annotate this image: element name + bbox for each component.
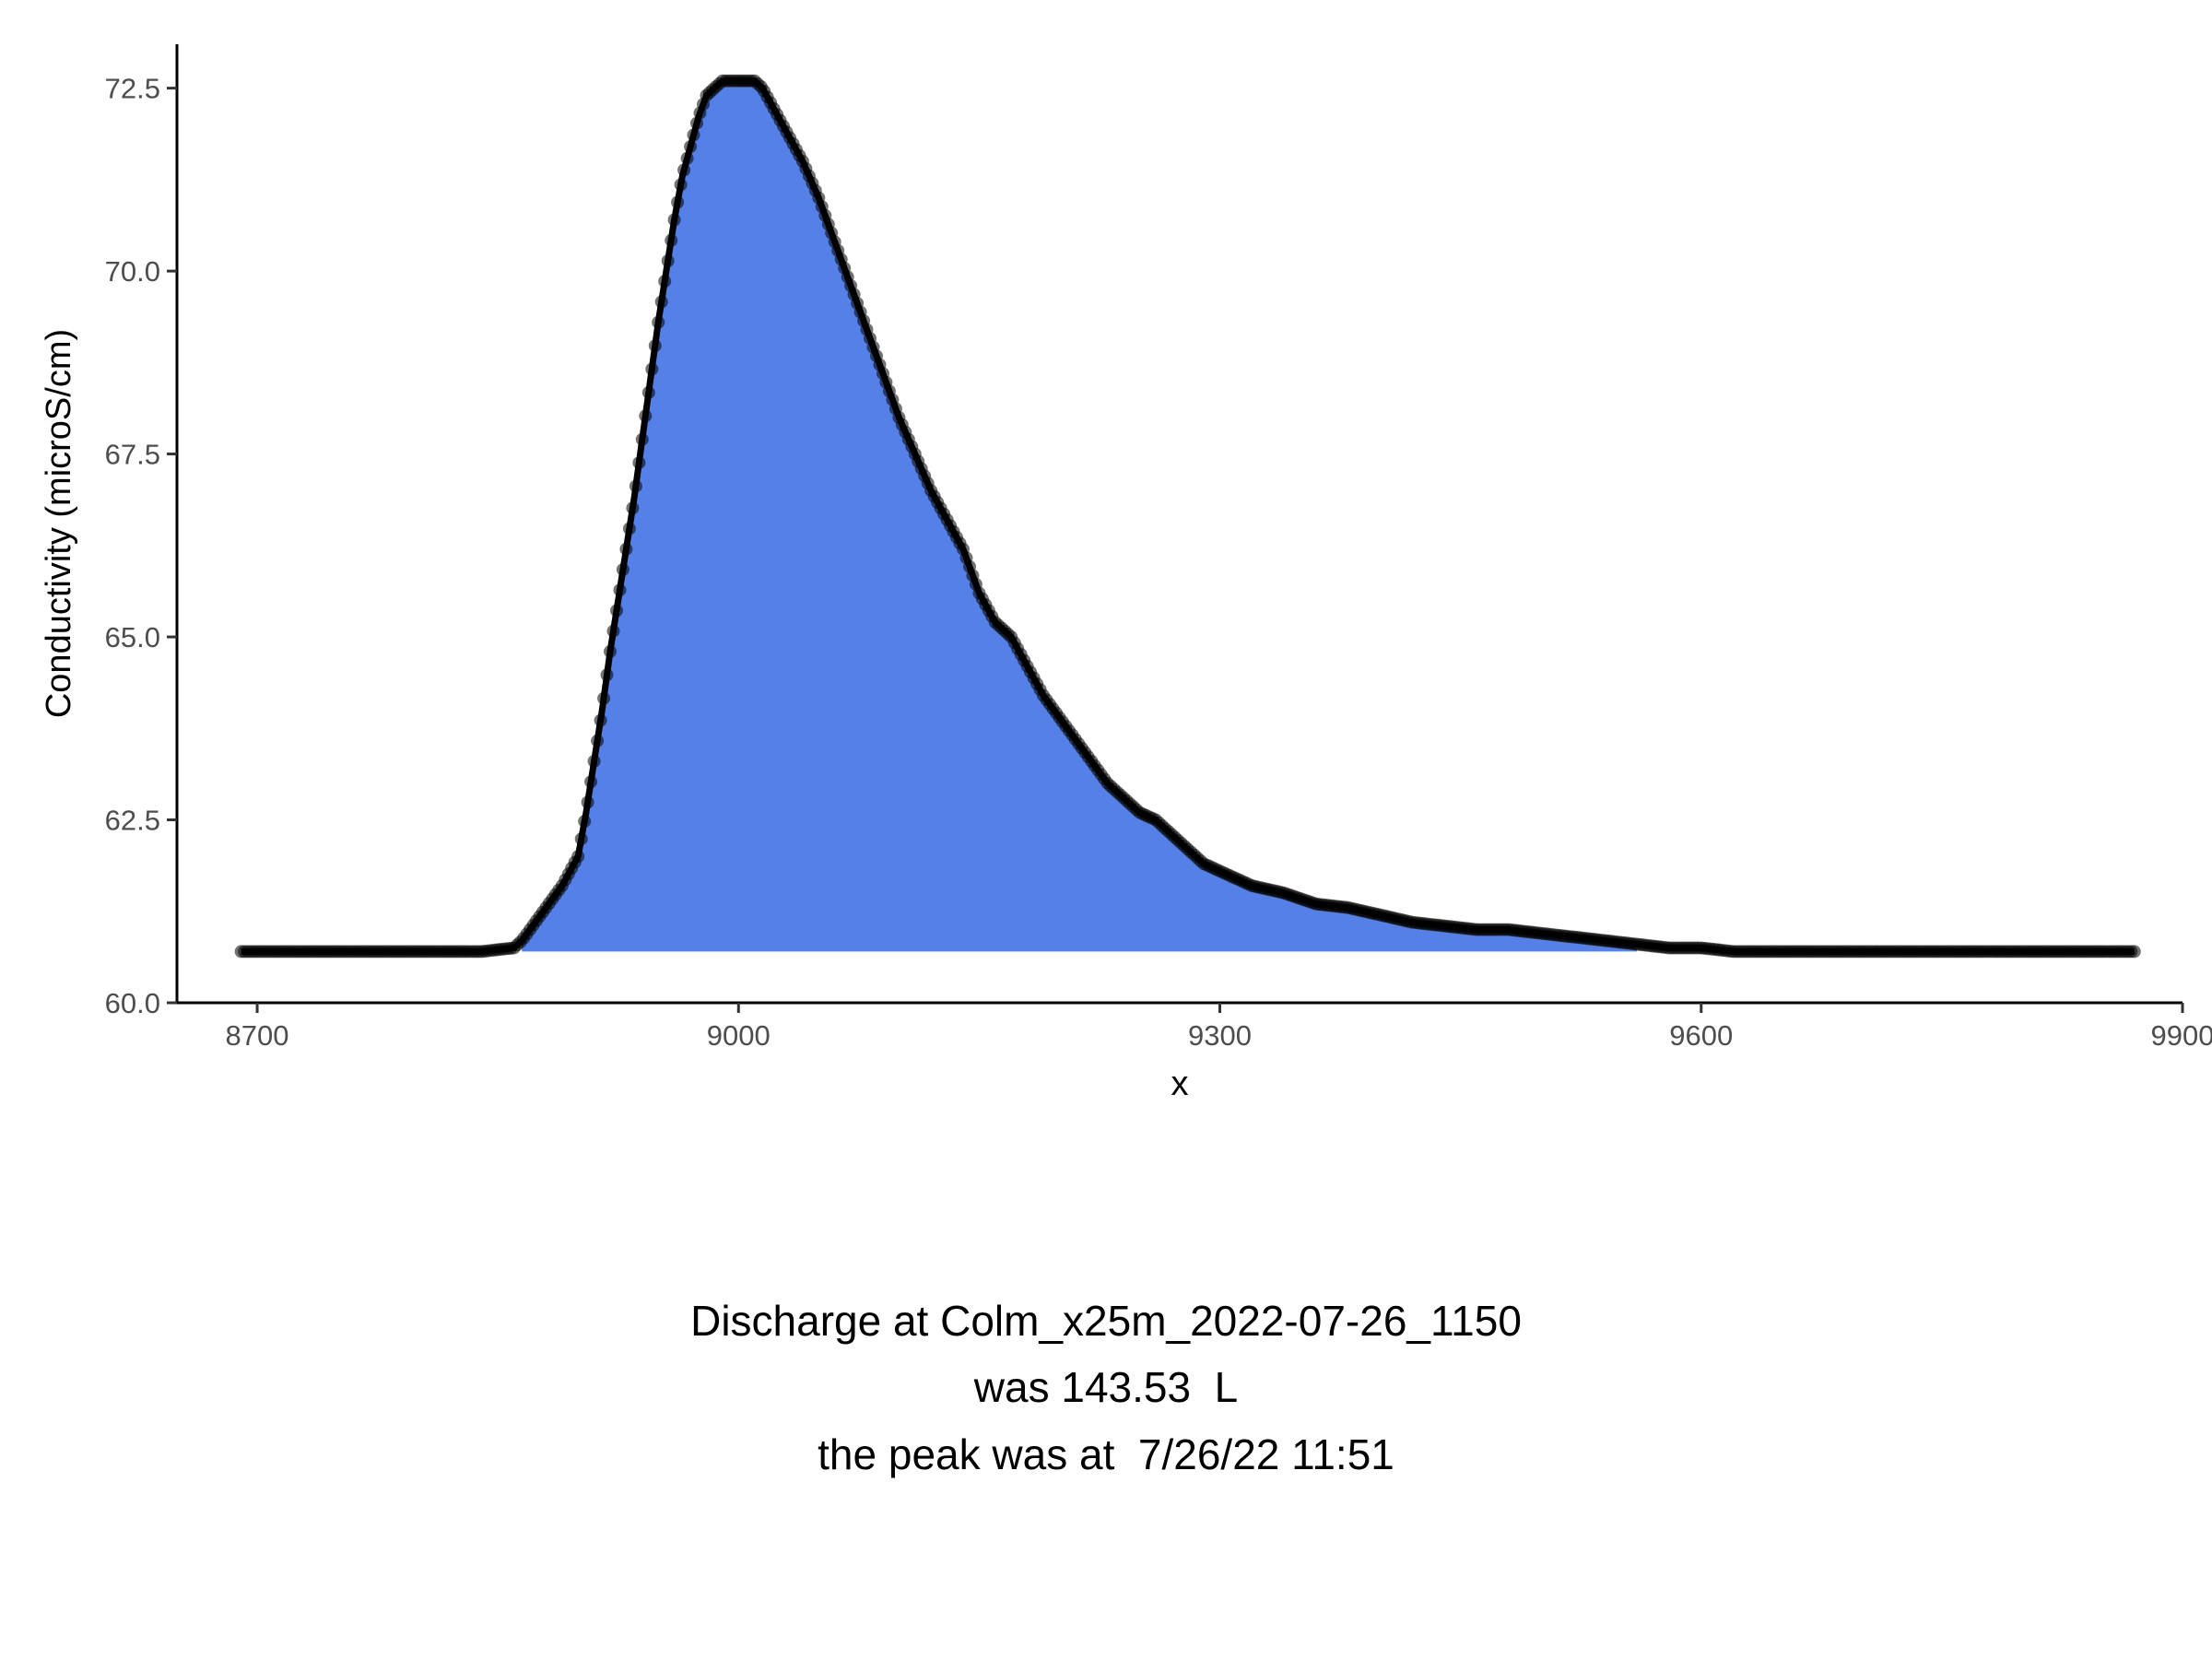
x-tick-label: 8700 — [226, 1019, 289, 1052]
x-tick-label: 9600 — [1669, 1019, 1733, 1052]
y-tick-label: 62.5 — [105, 805, 160, 837]
caption-line-2: was 143.53 L — [973, 1363, 1239, 1411]
x-tick-label: 9900 — [2151, 1019, 2212, 1052]
y-tick-label: 70.0 — [105, 255, 160, 288]
ticks-layer: 8700 9000 9300 9600 9900 60.0 62.5 65.0 67.5 70.0… — [105, 73, 2212, 1052]
series-line — [241, 77, 2135, 955]
axes-layer — [175, 44, 2183, 1005]
shaded-area-layer — [522, 80, 1638, 952]
caption-line-1: Discharge at Colm_x25m_2022-07-26_1150 — [690, 1297, 1522, 1345]
y-axis-title: Conductivity (microS/cm) — [40, 329, 78, 718]
data-points-layer — [234, 74, 2141, 959]
y-tick-label: 60.0 — [105, 987, 160, 1019]
area-fill — [522, 80, 1638, 952]
x-axis-title: x — [1171, 1065, 1189, 1103]
caption-line-3: the peak was at 7/26/22 11:51 — [818, 1430, 1394, 1478]
y-tick-label: 65.0 — [105, 621, 160, 653]
y-tick-label: 72.5 — [105, 73, 160, 105]
x-tick-label: 9300 — [1188, 1019, 1252, 1052]
y-tick-label: 67.5 — [105, 439, 160, 471]
x-tick-label: 9000 — [707, 1019, 771, 1052]
